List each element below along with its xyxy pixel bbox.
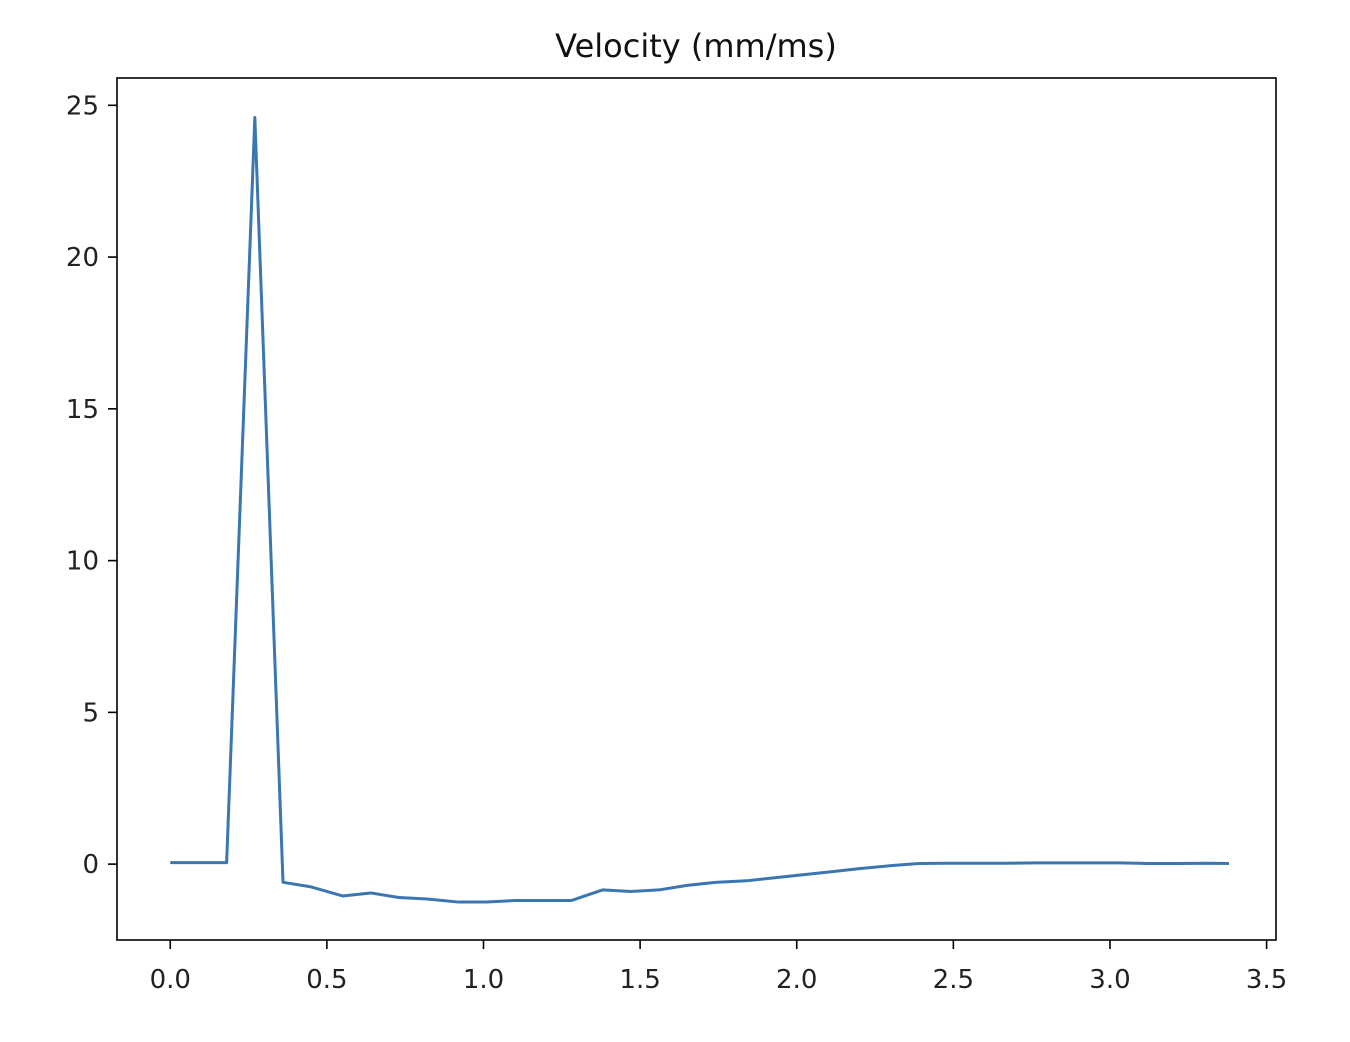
x-tick-label: 2.0 <box>776 965 817 995</box>
chart-title: Velocity (mm/ms) <box>555 27 837 65</box>
x-tick-label: 0.5 <box>306 965 347 995</box>
plot-frame <box>116 77 1277 941</box>
x-tick-label: 3.5 <box>1246 965 1287 995</box>
series-line <box>170 115 1230 904</box>
y-tick-label: 10 <box>66 547 99 577</box>
x-tick-label: 0.0 <box>150 965 191 995</box>
plot-area <box>170 115 1230 904</box>
x-tick-label: 1.5 <box>619 965 660 995</box>
y-tick-label: 5 <box>82 698 99 728</box>
y-axis: 0 5 10 15 20 25 <box>66 91 117 880</box>
y-tick-label: 20 <box>66 243 99 273</box>
y-tick-label: 0 <box>82 850 99 880</box>
x-tick-label: 3.0 <box>1089 965 1130 995</box>
y-tick-label: 25 <box>66 91 99 121</box>
x-tick-label: 2.5 <box>933 965 974 995</box>
x-axis: 0.0 0.5 1.0 1.5 2.0 2.5 3.0 3.5 <box>150 940 1287 995</box>
y-tick-label: 15 <box>66 395 99 425</box>
x-tick-label: 1.0 <box>463 965 504 995</box>
